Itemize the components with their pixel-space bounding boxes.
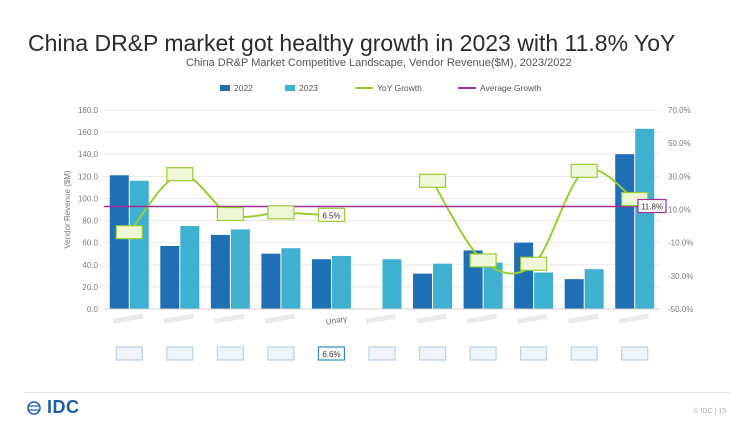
growth-label-box: [570, 163, 598, 178]
y2-tick-label: 50.0%: [668, 139, 691, 148]
bar-2023: [230, 229, 250, 309]
y2-tick-label: 30.0%: [668, 172, 691, 181]
y-tick-label: 100.0: [78, 194, 99, 203]
x-tick-label-blurred: [112, 313, 144, 324]
growth-label-box: [520, 256, 548, 271]
y2-tick-label: 10.0%: [668, 206, 691, 215]
y-axis-title: Vendor Revenue ($M): [63, 170, 72, 249]
bar-2022: [160, 245, 180, 309]
legend-label: 2022: [234, 83, 253, 93]
legend-swatch: [285, 85, 295, 91]
bar-2023: [281, 248, 301, 309]
data-labels: 6.5% 11.8% 6.6%: [115, 163, 667, 361]
x-tick-label: Unary: [325, 314, 348, 327]
growth-label-box: [418, 173, 447, 188]
x-tick-label-blurred: [567, 313, 599, 324]
growth-label-box: [115, 225, 143, 240]
legend-label: 2023: [299, 83, 318, 93]
y-tick-label: 60.0: [82, 239, 98, 248]
bar-2023: [584, 269, 604, 309]
yoy-growth-line: [128, 173, 332, 234]
bar-2023: [331, 255, 351, 309]
growth-label-box: [166, 167, 194, 182]
y-tick-label: 40.0: [82, 261, 98, 270]
bar-2022: [210, 234, 230, 309]
growth-label: 6.5%: [322, 211, 340, 220]
share-label-box: [166, 346, 194, 361]
x-tick-label-blurred: [365, 313, 397, 324]
y-tick-label: 180.0: [78, 106, 99, 115]
share-label-box: [317, 346, 346, 361]
y-tick-label: 20.0: [82, 283, 98, 292]
share-label: 6.6%: [322, 350, 340, 359]
slide-title: China DR&P market got healthy growth in …: [28, 30, 676, 56]
bar-2022: [109, 175, 129, 309]
chart-legend: 2022 2023 YoY Growth Average Growth: [220, 83, 542, 93]
x-tick-label-blurred: [214, 313, 245, 324]
legend-label: Average Growth: [480, 83, 542, 93]
y-tick-label: 140.0: [78, 150, 99, 159]
bar-2023: [433, 263, 453, 309]
y2-tick-label: -30.0%: [668, 272, 693, 281]
footer-divider: [24, 392, 730, 393]
bar-2023: [180, 226, 200, 309]
y-tick-label: 160.0: [78, 128, 99, 137]
y-tick-label: 80.0: [82, 217, 98, 226]
bar-2022: [311, 259, 331, 309]
share-label-box: [418, 346, 447, 361]
idc-logo: IDC: [27, 397, 80, 418]
combo-chart: 2022 2023 YoY Growth Average Growth 0.0 20.0…: [63, 83, 693, 361]
legend-swatch: [220, 85, 230, 91]
y-tick-label: 0.0: [87, 305, 99, 314]
share-label-box: [520, 346, 548, 361]
growth-label-box: [469, 253, 497, 268]
bar-2023: [534, 272, 554, 309]
share-label-box: [469, 346, 497, 361]
bar-series: [109, 128, 655, 309]
axes: 0.0 20.0 40.0 60.0 80.0 100.0 120.0 140.0 160.0 1…: [63, 106, 693, 327]
share-label-box: [115, 346, 143, 361]
growth-label-box: [317, 207, 346, 222]
bar-2023: [635, 128, 655, 309]
bar-2022: [564, 279, 584, 309]
bar-2022: [615, 154, 635, 309]
growth-label-box: [216, 206, 244, 222]
bar-2023: [382, 259, 402, 309]
share-label-box: [570, 346, 598, 361]
share-label-box: [216, 346, 244, 361]
average-label-box: [637, 198, 667, 214]
chart-subtitle: China DR&P Market Competitive Landscape,…: [186, 57, 572, 69]
bar-2022: [514, 242, 534, 309]
x-tick-label-blurred: [517, 313, 548, 324]
globe-icon: [27, 400, 41, 415]
legend-label: YoY Growth: [377, 83, 422, 93]
bar-2022: [261, 253, 281, 309]
x-tick-label-blurred: [618, 313, 649, 324]
logo-text: IDC: [47, 397, 80, 417]
x-tick-label-blurred: [416, 313, 447, 324]
bar-2022: [413, 273, 433, 309]
bar-2023: [483, 262, 503, 309]
growth-label-box: [267, 205, 295, 220]
y-tick-label: 120.0: [78, 172, 99, 181]
y2-tick-label: 70.0%: [668, 106, 691, 115]
x-tick-label-blurred: [466, 313, 498, 324]
y2-tick-label: -10.0%: [668, 239, 693, 248]
x-tick-label-blurred: [163, 313, 194, 324]
page-number: © IDC | 15: [693, 408, 726, 415]
y2-tick-label: -50.0%: [668, 305, 693, 314]
average-growth-label: 11.8%: [641, 203, 663, 212]
bar-2023: [129, 180, 149, 309]
x-tick-label-blurred: [264, 313, 296, 324]
share-label-box: [267, 346, 295, 361]
share-label-box: [621, 346, 649, 361]
share-label-box: [368, 346, 396, 361]
